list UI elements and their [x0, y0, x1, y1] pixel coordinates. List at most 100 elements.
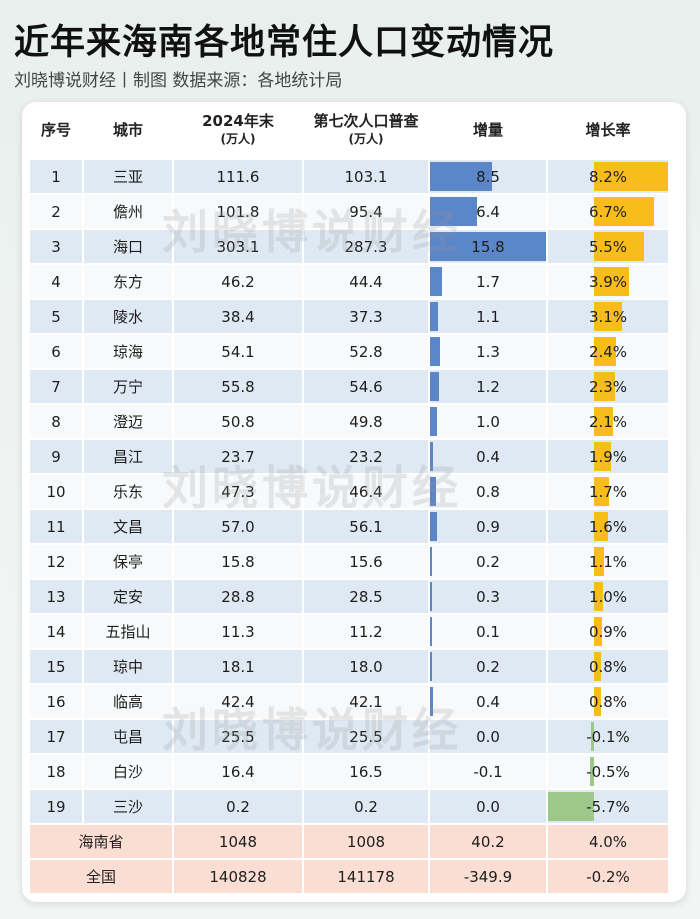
cell-no: 2: [51, 202, 61, 221]
header-pop2024: 2024年末 (万人): [202, 112, 274, 146]
cell-increase: 1.0: [476, 412, 500, 431]
cell-pop2024: 1048: [218, 832, 258, 851]
cell-pop2024: 47.3: [221, 482, 255, 501]
cell-census: 141178: [337, 867, 395, 886]
cell-pop2024: 46.2: [221, 272, 255, 291]
cell-census: 23.2: [349, 447, 383, 466]
increase-bar: [430, 372, 439, 401]
cell-rate: 1.6%: [588, 517, 628, 536]
cell-city: 陵水: [112, 308, 143, 326]
cell-increase: 1.2: [476, 377, 500, 396]
cell-rate: 1.9%: [588, 447, 628, 466]
rate-bar: [594, 687, 602, 716]
cell-rate: 1.7%: [588, 482, 628, 501]
rate-bar: [594, 267, 630, 296]
increase-bar: [430, 232, 546, 261]
cell-census: 54.6: [349, 377, 383, 396]
cell-pop2024: 23.7: [221, 447, 255, 466]
cell-pop2024: 38.4: [221, 307, 255, 326]
cell-city: 文昌: [112, 518, 143, 536]
cell-pop2024: 111.6: [216, 167, 260, 186]
cell-city: 保亭: [112, 553, 143, 571]
cell-rate: 3.1%: [588, 307, 628, 326]
cell-rate: 2.4%: [588, 342, 628, 361]
cell-pop2024: 28.8: [221, 587, 255, 606]
cell-city: 儋州: [112, 203, 143, 221]
increase-bar: [430, 687, 433, 716]
cell-city: 琼海: [112, 343, 143, 361]
cell-pop2024: 54.1: [221, 342, 255, 361]
cell-census: 56.1: [349, 517, 383, 536]
cell-rate: 2.1%: [588, 412, 628, 431]
table-row: 10 乐东 47.3 46.4 0.8 1.7%: [22, 475, 686, 508]
cell-census: 1008: [346, 832, 386, 851]
rate-bar: [594, 162, 668, 191]
cell-no: 3: [51, 237, 61, 256]
cell-increase: 1.3: [476, 342, 500, 361]
table-row: 13 定安 28.8 28.5 0.3 1.0%: [22, 580, 686, 613]
cell-city: 万宁: [112, 378, 143, 396]
cell-city: 五指山: [105, 623, 151, 641]
table-row: 8 澄迈 50.8 49.8 1.0 2.1%: [22, 405, 686, 438]
cell-increase: 40.2: [471, 832, 505, 851]
table-row: 5 陵水 38.4 37.3 1.1 3.1%: [22, 300, 686, 333]
cell-no: 17: [46, 727, 66, 746]
table-row: 18 白沙 16.4 16.5 -0.1 -0.5%: [22, 755, 686, 788]
cell-pop2024: 101.8: [216, 202, 260, 221]
cell-region: 全国: [85, 868, 116, 886]
cell-census: 15.6: [349, 552, 383, 571]
cell-city: 屯昌: [112, 728, 143, 746]
rate-bar: [594, 232, 644, 261]
cell-city: 东方: [112, 273, 143, 291]
rate-bar: [594, 582, 604, 611]
rate-bar: [591, 722, 594, 751]
cell-no: 13: [46, 587, 66, 606]
header-increase: 增量: [472, 121, 503, 139]
cell-city: 定安: [112, 588, 143, 606]
cell-rate: 3.9%: [588, 272, 628, 291]
cell-pop2024: 16.4: [221, 762, 255, 781]
cell-census: 44.4: [349, 272, 383, 291]
table-row: 3 海口 303.1 287.3 15.8 5.5%: [22, 230, 686, 263]
cell-city: 三亚: [112, 168, 143, 186]
cell-no: 6: [51, 342, 61, 361]
cell-no: 12: [46, 552, 66, 571]
cell-census: 103.1: [344, 167, 388, 186]
header-no: 序号: [40, 121, 71, 139]
header-rate: 增长率: [585, 121, 631, 139]
cell-rate: 1.1%: [588, 552, 628, 571]
table-row: 16 临高 42.4 42.1 0.4 0.8%: [22, 685, 686, 718]
increase-bar: [430, 267, 443, 296]
increase-bar: [430, 407, 438, 436]
cell-rate: 0.8%: [588, 692, 628, 711]
cell-rate: -0.2%: [586, 867, 630, 886]
increase-bar: [430, 617, 432, 646]
cell-pop2024: 57.0: [221, 517, 255, 536]
cell-no: 5: [51, 307, 61, 326]
cell-city: 临高: [112, 693, 143, 711]
cell-city: 乐东: [112, 483, 143, 501]
cell-city: 澄迈: [112, 413, 143, 431]
cell-pop2024: 11.3: [221, 622, 255, 641]
cell-rate: -0.5%: [586, 762, 630, 781]
increase-bar: [430, 197, 477, 226]
table-row: 9 昌江 23.7 23.2 0.4 1.9%: [22, 440, 686, 473]
cell-increase: 6.4: [476, 202, 500, 221]
rate-bar: [594, 547, 604, 576]
cell-rate: -5.7%: [586, 797, 630, 816]
table-row: 19 三沙 0.2 0.2 0.0 -5.7%: [22, 790, 686, 823]
rate-bar: [594, 512, 609, 541]
header-census: 第七次人口普查 (万人): [313, 112, 419, 146]
cell-pop2024: 140828: [209, 867, 267, 886]
rate-bar: [594, 617, 603, 646]
table-row: 14 五指山 11.3 11.2 0.1 0.9%: [22, 615, 686, 648]
cell-increase: 0.0: [476, 797, 500, 816]
header-city: 城市: [112, 121, 143, 139]
increase-bar: [430, 162, 493, 191]
cell-census: 37.3: [349, 307, 383, 326]
increase-bar: [430, 477, 436, 506]
table-row: 2 儋州 101.8 95.4 6.4 6.7%: [22, 195, 686, 228]
cell-census: 42.1: [349, 692, 383, 711]
table-row: 6 琼海 54.1 52.8 1.3 2.4%: [22, 335, 686, 368]
cell-increase: 0.4: [476, 447, 500, 466]
